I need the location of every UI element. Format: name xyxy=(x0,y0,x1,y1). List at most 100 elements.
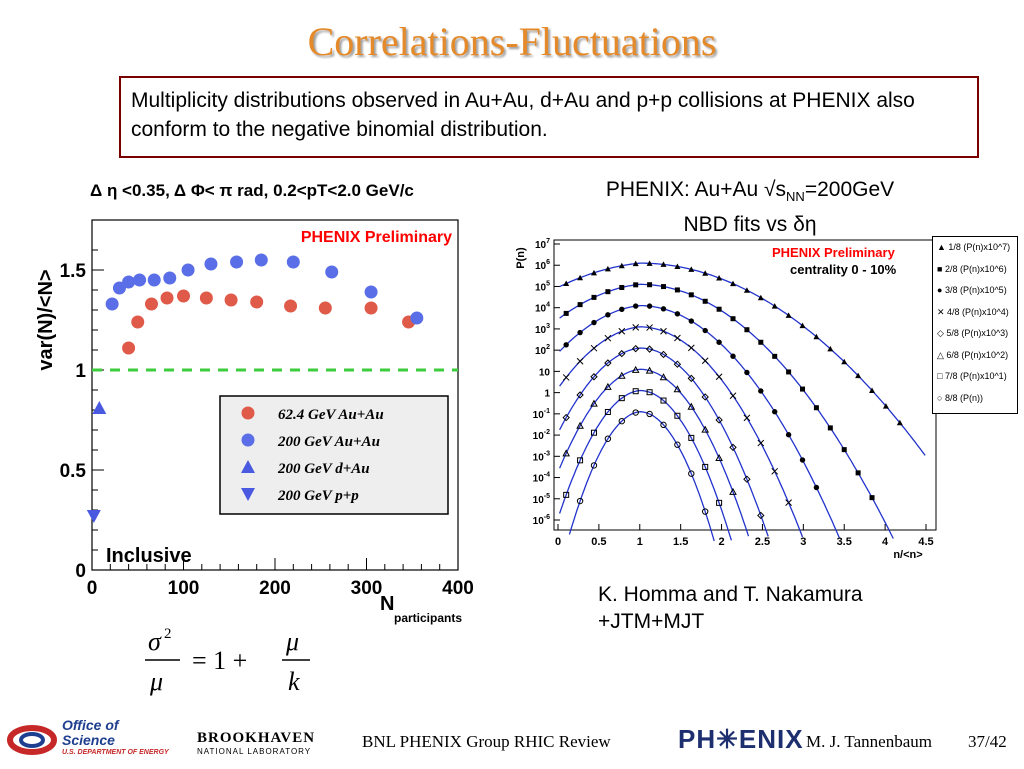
data-point xyxy=(716,339,722,345)
data-point xyxy=(771,303,778,309)
y-tick-label: 0.5 xyxy=(60,461,87,482)
x-tick-label: 1 xyxy=(637,536,643,548)
right-legend: ▲ 1/8 (P(n)x10^7) ■ 2/8 (P(n)x10^6) ● 3/… xyxy=(932,236,1018,414)
data-point xyxy=(869,495,875,501)
data-point xyxy=(105,297,119,311)
data-point xyxy=(702,327,708,334)
data-point xyxy=(715,416,723,424)
data-point xyxy=(632,324,640,331)
x-tick-label: 0 xyxy=(87,578,98,599)
right-legend-item: ✕ 4/8 (P(n)x10^4) xyxy=(937,306,1009,317)
y-tick-label: 1 xyxy=(544,389,550,400)
phenix-logo: PH✳ENIX xyxy=(678,724,804,754)
svg-text:σ: σ xyxy=(148,627,162,656)
right-legend-item: ● 3/8 (P(n)x10^5) xyxy=(937,285,1007,295)
slide-title: Correlations-Fluctuations xyxy=(307,19,717,64)
data-point xyxy=(577,457,584,464)
right-plot-title: PHENIX: Au+Au √sNN=200GeV NBD fits vs δη xyxy=(540,176,960,239)
data-point xyxy=(869,387,876,393)
svg-text:k: k xyxy=(288,667,300,696)
office-line2: Science xyxy=(62,732,115,748)
data-point xyxy=(562,374,570,381)
data-point xyxy=(715,373,723,381)
data-point xyxy=(92,401,107,414)
data-point xyxy=(799,457,806,463)
y-tick-label: 1 xyxy=(75,361,86,382)
y-tick-label: 102 xyxy=(535,344,550,357)
data-point xyxy=(181,263,195,277)
data-point xyxy=(743,475,751,483)
fit-curve xyxy=(559,368,750,537)
data-point xyxy=(576,421,584,429)
data-point xyxy=(688,318,694,324)
data-point xyxy=(841,447,847,453)
data-point xyxy=(590,373,598,381)
data-point xyxy=(632,388,639,395)
office-of-science-logo: Office of Science U.S. DEPARTMENT OF ENE… xyxy=(6,718,176,764)
data-point xyxy=(758,388,764,394)
fit-curve xyxy=(558,389,733,541)
data-point xyxy=(284,299,298,313)
doe-swirl-icon xyxy=(7,725,57,755)
y-tick-label: 10-5 xyxy=(533,493,550,506)
data-point xyxy=(743,414,751,422)
data-point xyxy=(576,391,584,399)
data-point xyxy=(730,280,737,287)
data-point xyxy=(702,298,708,304)
legend-label: 200 GeV p+p xyxy=(277,488,359,504)
data-point xyxy=(590,429,597,436)
data-point xyxy=(590,462,598,469)
data-point xyxy=(688,266,695,272)
brookhaven-logo: BROOKHAVEN NATIONAL LABORATORY xyxy=(197,730,327,760)
data-point xyxy=(702,270,709,276)
x-tick-label: 400 xyxy=(442,578,474,599)
data-point xyxy=(785,432,792,438)
data-point xyxy=(687,344,695,352)
data-point xyxy=(577,274,584,281)
right-legend-item: ○ 8/8 (P(n)) xyxy=(937,392,983,403)
data-point xyxy=(660,327,667,335)
x-tick-label: 300 xyxy=(351,578,383,599)
data-point xyxy=(230,255,244,269)
data-point xyxy=(590,269,597,276)
data-point xyxy=(701,357,709,365)
svg-text:= 1 +: = 1 + xyxy=(192,646,247,675)
data-point xyxy=(660,284,666,290)
data-point xyxy=(318,301,332,315)
data-point xyxy=(618,349,626,358)
x-tick-label: 4 xyxy=(882,536,889,548)
data-point xyxy=(785,312,792,318)
right-plot-frame xyxy=(553,239,937,531)
legend-label: 1/8 (P(n)x10^7) xyxy=(948,242,1011,252)
legend-label: 7/8 (P(n)x10^1) xyxy=(944,371,1007,381)
data-point xyxy=(688,434,695,441)
legend-label: 62.4 GeV Au+Au xyxy=(278,407,384,423)
y-tick-label: 10-1 xyxy=(533,408,550,421)
y-tick-label: 105 xyxy=(535,280,550,293)
data-point xyxy=(674,311,681,317)
data-point xyxy=(646,303,653,309)
data-point xyxy=(701,425,710,433)
data-point xyxy=(204,257,218,271)
data-point xyxy=(729,487,737,495)
data-point xyxy=(785,499,792,506)
data-point xyxy=(813,484,820,491)
x-tick-label: 3.5 xyxy=(837,536,852,548)
data-point xyxy=(147,273,161,287)
centrality-label: centrality 0 - 10% xyxy=(790,262,897,277)
data-point xyxy=(122,275,136,289)
data-point xyxy=(660,421,667,429)
data-point xyxy=(86,510,101,523)
x-tick-label: 2.5 xyxy=(755,536,770,548)
left-plot-frame xyxy=(91,219,459,571)
credit: K. Homma and T. Nakamura +JTM+MJT xyxy=(598,581,863,635)
inclusive-label: Inclusive xyxy=(106,545,192,567)
data-point xyxy=(133,273,147,287)
x-axis-label: N xyxy=(380,593,394,615)
data-point xyxy=(673,385,682,393)
legend-marker xyxy=(241,460,255,473)
data-point xyxy=(604,359,612,367)
right-legend-item: ■ 2/8 (P(n)x10^6) xyxy=(937,263,1007,274)
data-point xyxy=(144,297,158,311)
